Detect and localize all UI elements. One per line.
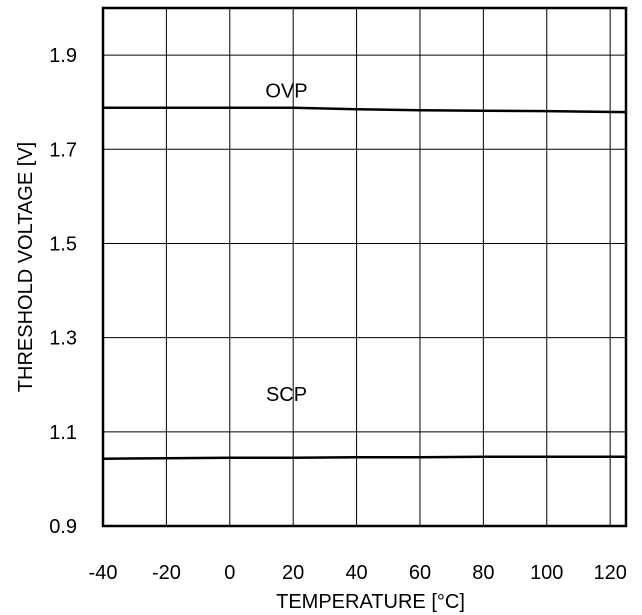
x-tick-label: 120 xyxy=(593,562,626,584)
y-tick-label: 0.9 xyxy=(49,516,77,538)
y-tick-label: 1.7 xyxy=(49,139,77,161)
series-line-ovp xyxy=(103,106,627,114)
x-tick-label: 20 xyxy=(282,562,304,584)
y-tick-label: 1.1 xyxy=(49,422,77,444)
series-line-scp xyxy=(102,455,626,460)
y-tick-label: 1.3 xyxy=(49,328,77,350)
x-tick-label: 0 xyxy=(224,562,235,584)
x-tick-label: -20 xyxy=(152,562,181,584)
y-axis-title: THRESHOLD VOLTAGE [V] xyxy=(15,142,37,392)
x-tick-label: 40 xyxy=(345,562,367,584)
x-tick-label: 100 xyxy=(530,562,563,584)
y-tick-label: 1.5 xyxy=(49,233,77,255)
series-label-scp: SCP xyxy=(266,384,307,406)
series-lines xyxy=(102,106,627,460)
x-tick-label: 60 xyxy=(409,562,431,584)
x-tick-labels: -40 -20 0 20 40 60 80 100 120 xyxy=(89,562,627,584)
y-tick-labels: 0.9 1.1 1.3 1.5 1.7 1.9 xyxy=(49,45,77,538)
x-tick-label: -40 xyxy=(89,562,118,584)
grid xyxy=(102,8,626,527)
y-tick-label: 1.9 xyxy=(49,45,77,67)
series-label-ovp: OVP xyxy=(265,80,307,102)
plot-frame xyxy=(101,6,628,528)
x-axis-title: TEMPERATURE [°C] xyxy=(276,591,465,613)
x-tick-label: 80 xyxy=(472,562,494,584)
annotations: OVP SCP xyxy=(265,80,307,406)
